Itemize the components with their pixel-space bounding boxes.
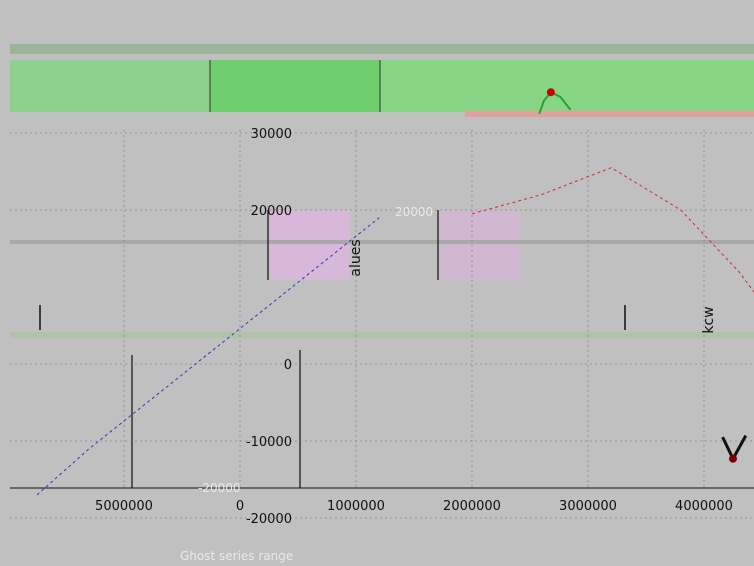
green-band-left [10,60,210,112]
series-lines [36,90,754,496]
point-markers [546,88,737,463]
faint-label: 20000 [395,205,433,219]
side-axis-label: kcw [701,306,717,333]
x-tick-label: 3000000 [559,499,617,514]
y-tick-label: -20000 [246,512,292,527]
top-strip [10,44,754,54]
data-point-marker-1 [546,88,555,97]
x-tick-label: 5000000 [95,499,153,514]
y-tick-label: -10000 [246,435,292,450]
x-tick-label: 4000000 [675,499,733,514]
y-tick-label: 0 [284,358,292,373]
y-tick-label: 30000 [251,127,292,142]
faint-labels: -20000 20000 Ghost series range [180,205,433,563]
data-point-marker-0 [729,454,737,463]
x-tick-labels: 5000000 0 1000000 2000000 3000000 4000000 [95,499,733,514]
green-band-right [380,60,754,112]
grid-lines [10,130,754,519]
green-band-mid [210,60,380,112]
faint-label: -20000 [198,481,241,495]
y-tick-labels: 30000 20000 0 -10000 -20000 [246,127,292,527]
x-tick-label: 1000000 [327,499,385,514]
y-tick-label: 20000 [251,204,292,219]
x-tick-label: 0 [236,499,244,514]
series-line-2 [36,217,380,496]
glitch-bands [10,44,754,338]
series-line-3 [471,167,754,293]
pink-band-left [270,210,350,280]
lower-strip [10,332,754,338]
x-tick-label: 2000000 [443,499,501,514]
faint-label: Ghost series range [180,549,293,563]
y-axis-label: alues [348,239,364,276]
pink-band-right [440,210,520,280]
plot-frame [10,60,754,489]
mid-strip [10,240,754,244]
red-band [465,111,754,117]
